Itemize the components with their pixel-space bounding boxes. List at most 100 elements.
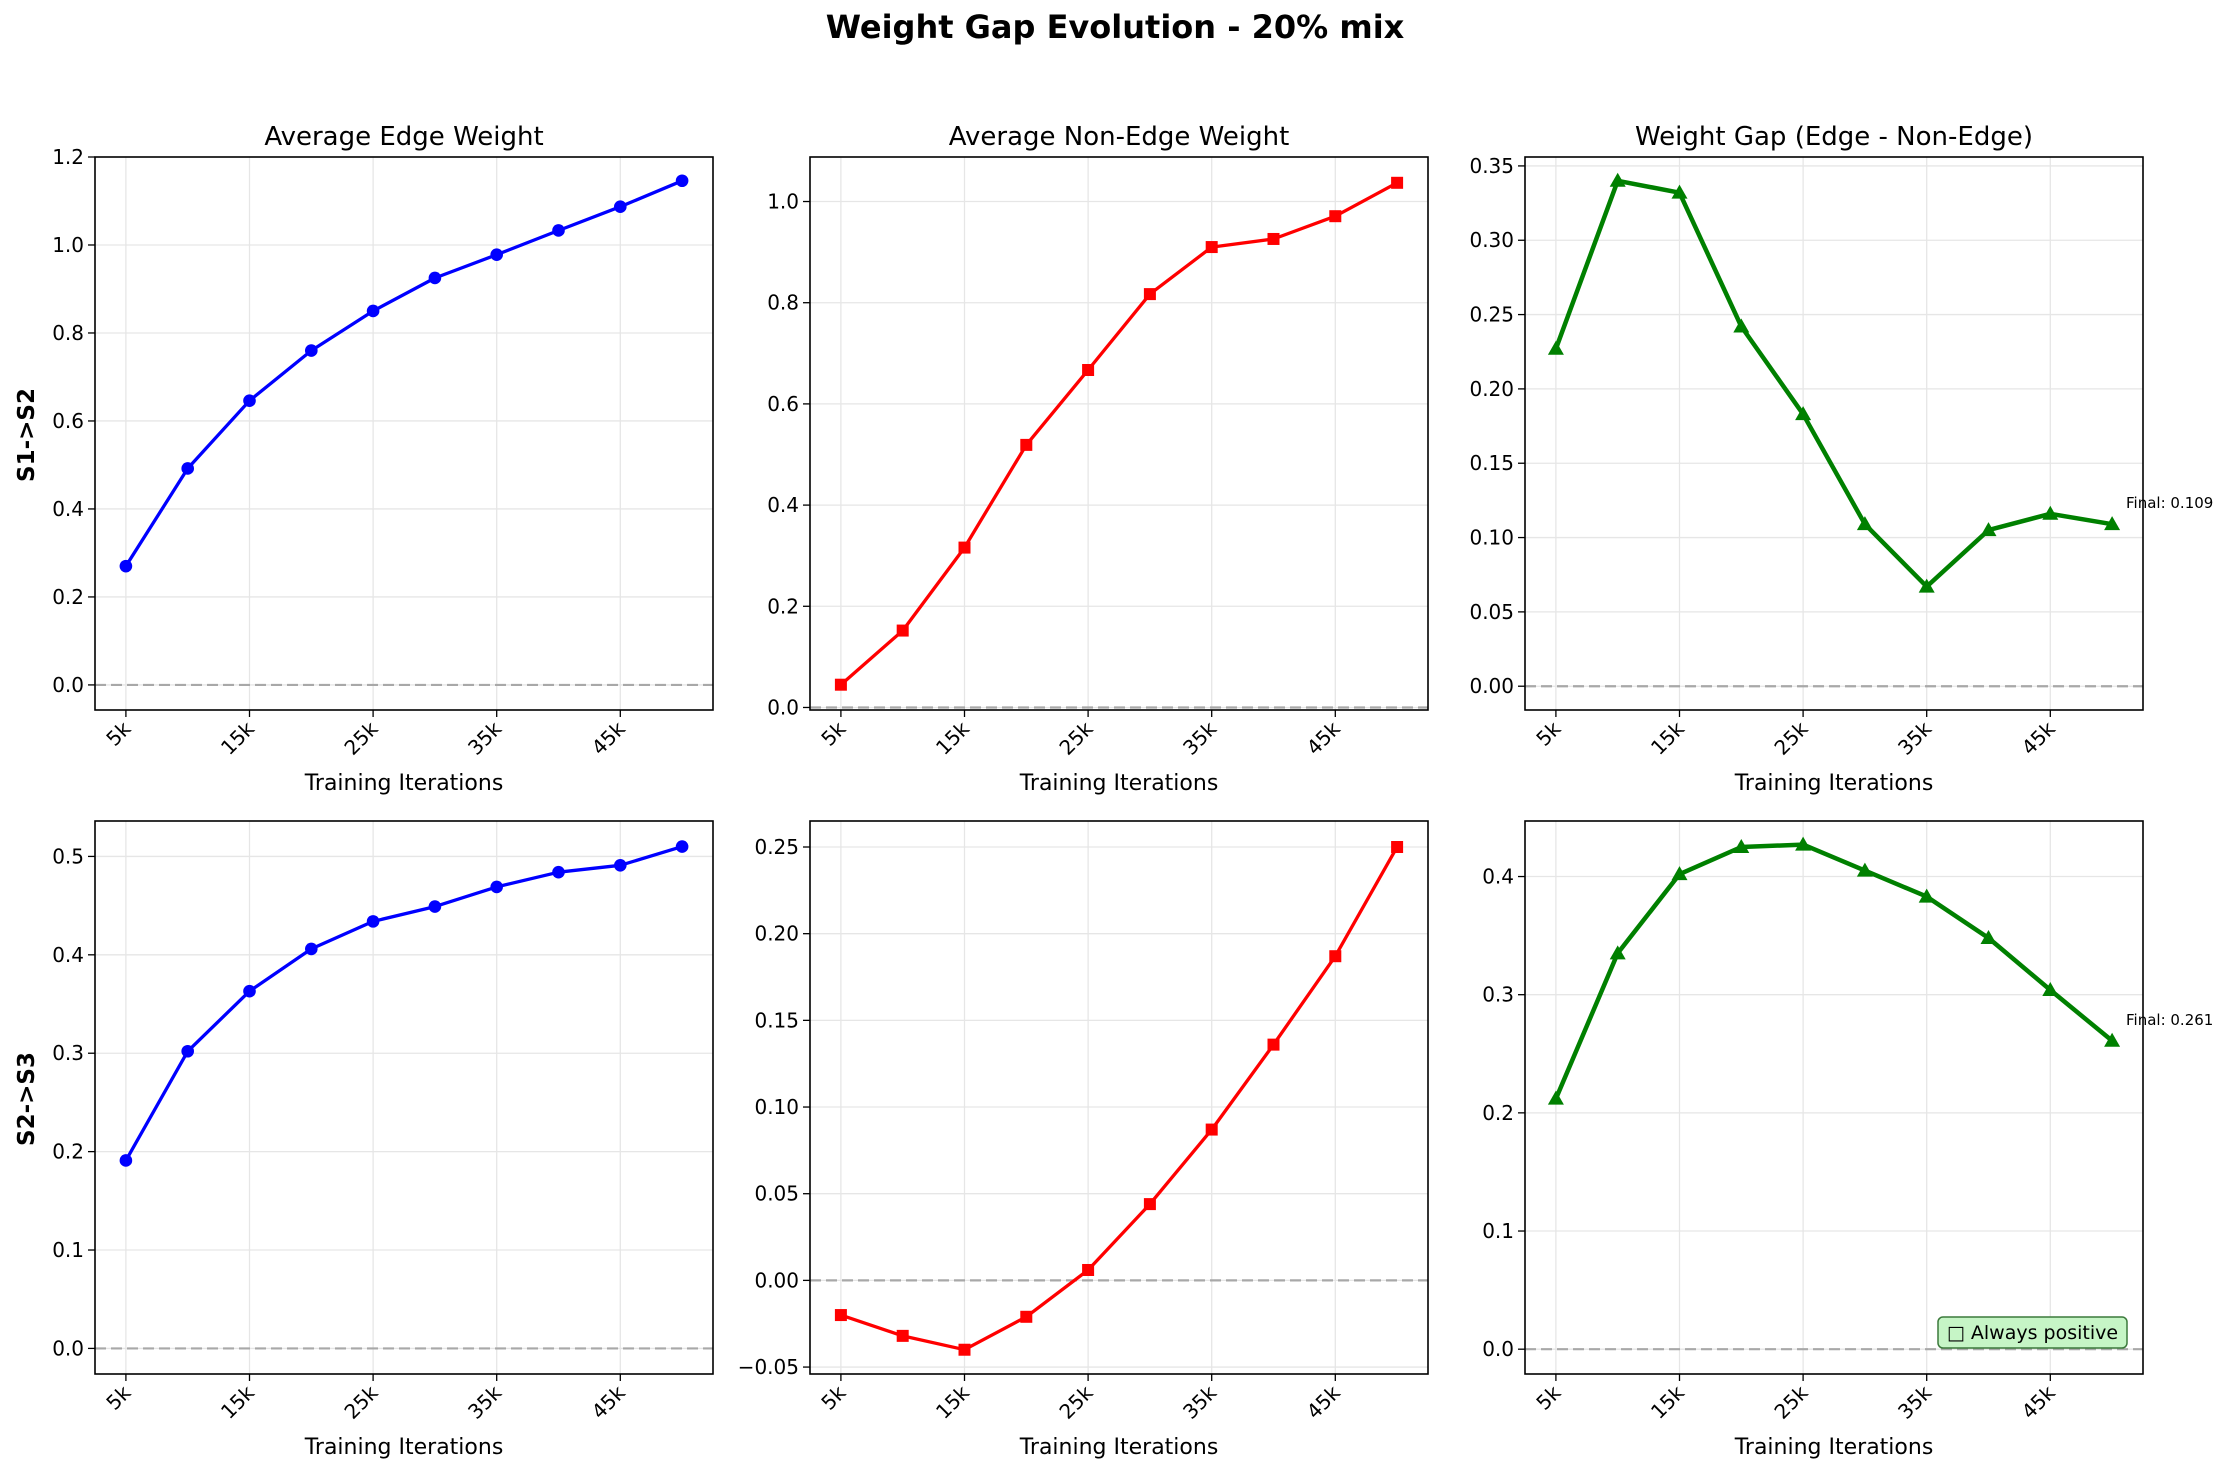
data-point (181, 462, 194, 475)
data-point (1205, 1123, 1218, 1136)
y-tick-label: 0.2 (52, 1140, 84, 1164)
y-tick-label: 0.1 (1482, 1219, 1514, 1243)
status-badge (1937, 1316, 2128, 1349)
data-point (1733, 838, 1750, 853)
data-point (243, 394, 256, 408)
series-line (839, 181, 1398, 686)
chart-panel-2: 0.00.20.40.60.81.05k 15k 25k 35k 45kTraining… (767, 122, 1429, 796)
data-point (1143, 288, 1156, 301)
data-point (1329, 210, 1342, 223)
y-tick-label: 1.0 (52, 233, 84, 257)
series-line (1553, 842, 2114, 1100)
y-tick-label: 0.6 (52, 409, 84, 433)
axes-frame (809, 820, 1429, 1375)
row-label-s2-s3: S2->S3 (14, 1052, 40, 1146)
chart-panel-1: 0.00.20.40.60.81.01.25k 15k 25k 35k 45kTrain… (52, 122, 714, 796)
y-tick-label: 0.0 (767, 695, 799, 719)
y-tick-label: 0.4 (1482, 865, 1514, 889)
y-tick-label: 0.25 (1469, 303, 1514, 327)
data-point (1918, 888, 1935, 903)
data-point (119, 1154, 133, 1167)
y-tick-label: 0.25 (754, 835, 799, 859)
status-badge-text: □ Always positive (1947, 1322, 2118, 1344)
y-tick-label: 0.0 (52, 673, 84, 697)
data-point (1856, 862, 1873, 877)
data-point (1918, 578, 1935, 593)
y-tick-label: 0.2 (767, 594, 799, 618)
y-tick-label: 0.4 (767, 493, 799, 517)
data-point (1020, 438, 1033, 451)
data-point (958, 1343, 971, 1356)
y-tick-label: 0.8 (767, 291, 799, 315)
data-point (181, 1044, 194, 1058)
data-point (366, 915, 380, 928)
data-point (1082, 1263, 1095, 1276)
y-tick-label: 0.10 (1469, 526, 1514, 550)
y-tick-label: 0.1 (52, 1238, 84, 1262)
series-line (124, 179, 683, 567)
data-point (1082, 364, 1095, 377)
data-point (366, 304, 380, 318)
panel-title: Average Non-Edge Weight (949, 122, 1290, 152)
x-axis-label: Training Iterations (1734, 771, 1934, 796)
data-point (552, 865, 565, 879)
data-point (675, 174, 689, 188)
y-tick-label: 0.05 (754, 1182, 799, 1206)
data-point (1020, 1310, 1033, 1323)
data-point (834, 678, 847, 691)
y-tick-label: −0.05 (738, 1355, 799, 1379)
y-tick-label: 0.30 (1469, 228, 1514, 252)
series-line (840, 846, 1399, 1352)
row-label-s1-s2: S1->S2 (14, 388, 40, 482)
data-point (1391, 176, 1404, 189)
axes-frame (1524, 820, 2144, 1375)
data-point (119, 559, 133, 573)
y-tick-label: 0.6 (767, 392, 799, 416)
data-point (614, 858, 627, 872)
y-tick-label: 1.2 (52, 145, 84, 169)
y-tick-label: 0.10 (754, 1095, 799, 1119)
y-tick-label: 0.4 (52, 943, 84, 967)
axes-frame (809, 156, 1429, 711)
data-point (1267, 232, 1280, 245)
data-point (614, 200, 627, 214)
panel-title: Average Edge Weight (264, 122, 543, 152)
data-point (1547, 340, 1564, 355)
data-point (1205, 241, 1218, 254)
y-tick-label: 0.15 (754, 1008, 799, 1032)
y-tick-label: 0.05 (1469, 600, 1514, 624)
x-axis-label: Training Iterations (304, 1435, 504, 1460)
y-tick-label: 0.3 (52, 1041, 84, 1065)
x-axis-label: Training Iterations (1019, 1435, 1219, 1460)
data-point (305, 344, 318, 357)
series-line (124, 845, 683, 1162)
data-point (428, 900, 442, 913)
y-tick-label: 0.00 (754, 1268, 799, 1292)
y-tick-label: 1.0 (767, 190, 799, 214)
data-point (1980, 522, 1997, 537)
data-point (428, 271, 442, 285)
y-tick-label: 0.2 (1482, 1101, 1514, 1125)
axes-frame (1524, 156, 2144, 711)
data-point (2042, 505, 2059, 520)
data-point (2104, 1032, 2121, 1047)
figure-title: Weight Gap Evolution - 20% mix (826, 8, 1405, 46)
data-point (1547, 1090, 1564, 1105)
y-tick-label: 0.3 (1482, 983, 1514, 1007)
final-value-annotation: Final: 0.261 (2126, 1011, 2213, 1029)
data-point (1143, 1198, 1156, 1211)
data-point (1733, 318, 1750, 333)
data-point (1267, 1038, 1280, 1051)
y-tick-label: 0.00 (1469, 674, 1514, 698)
data-point (1856, 516, 1873, 531)
data-point (1671, 866, 1688, 881)
axes-frame (94, 156, 714, 711)
data-point (552, 224, 565, 237)
y-tick-label: 0.8 (52, 321, 84, 345)
data-point (1391, 841, 1404, 854)
axes-frame (94, 820, 714, 1375)
panel-title: Weight Gap (Edge - Non-Edge) (1635, 122, 2033, 152)
final-value-annotation: Final: 0.109 (2126, 494, 2213, 512)
x-axis-label: Training Iterations (1019, 771, 1219, 796)
data-point (896, 624, 909, 637)
